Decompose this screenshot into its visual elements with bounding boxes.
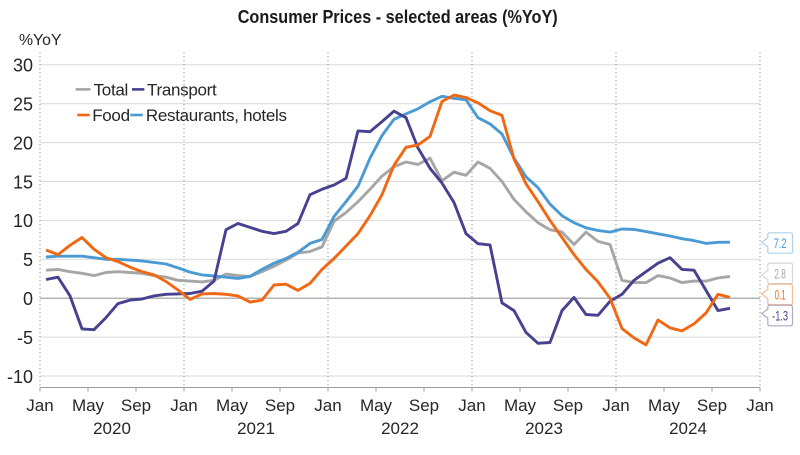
- svg-text:Sep: Sep: [409, 396, 439, 415]
- svg-text:Total: Total: [94, 81, 128, 100]
- svg-text:Jan: Jan: [458, 396, 485, 415]
- svg-text:Jan: Jan: [170, 396, 197, 415]
- svg-text:May: May: [504, 396, 537, 415]
- svg-text:2023: 2023: [525, 419, 563, 438]
- svg-text:20: 20: [13, 133, 33, 153]
- svg-text:15: 15: [13, 172, 33, 192]
- svg-text:Jan: Jan: [314, 396, 341, 415]
- svg-text:25: 25: [13, 95, 33, 115]
- svg-text:Transport: Transport: [147, 81, 217, 100]
- svg-text:Jan: Jan: [602, 396, 629, 415]
- svg-text:%YoY: %YoY: [19, 32, 62, 49]
- svg-text:2.8: 2.8: [774, 265, 786, 281]
- svg-text:Food: Food: [92, 106, 130, 125]
- svg-text:10: 10: [13, 211, 33, 231]
- svg-text:May: May: [360, 396, 393, 415]
- svg-text:May: May: [648, 396, 681, 415]
- svg-text:2021: 2021: [237, 419, 275, 438]
- svg-text:Sep: Sep: [697, 396, 727, 415]
- svg-text:2024: 2024: [669, 419, 707, 438]
- svg-text:Jan: Jan: [746, 396, 773, 415]
- svg-text:-5: -5: [17, 328, 33, 348]
- svg-text:30: 30: [13, 56, 33, 76]
- svg-text:0.1: 0.1: [775, 287, 786, 303]
- svg-text:-10: -10: [7, 367, 33, 387]
- svg-text:Jan: Jan: [26, 396, 53, 415]
- svg-text:Sep: Sep: [265, 396, 295, 415]
- svg-text:Sep: Sep: [121, 396, 151, 415]
- svg-text:2022: 2022: [381, 419, 419, 438]
- svg-text:2020: 2020: [93, 419, 131, 438]
- svg-text:-1.3: -1.3: [772, 308, 788, 324]
- svg-text:0: 0: [23, 289, 33, 309]
- svg-text:May: May: [216, 396, 249, 415]
- svg-text:Consumer Prices - selected are: Consumer Prices - selected areas (%YoY): [238, 6, 558, 27]
- svg-text:May: May: [72, 396, 105, 415]
- svg-text:Sep: Sep: [553, 396, 583, 415]
- svg-text:5: 5: [23, 250, 33, 270]
- svg-text:Restaurants, hotels: Restaurants, hotels: [146, 106, 287, 125]
- svg-text:7.2: 7.2: [774, 235, 787, 251]
